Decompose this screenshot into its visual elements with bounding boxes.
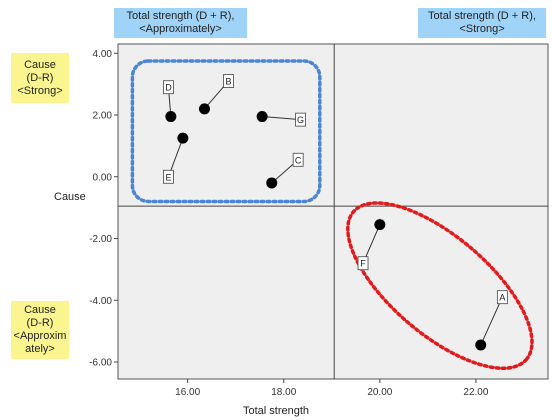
x-tick-label: 18.00 (271, 387, 296, 398)
annotation-total-strength-strong: Total strength (D + R), <Strong> (418, 8, 546, 38)
annotation-cause-strong: Cause (D-R) <Strong> (11, 53, 69, 103)
data-point-c (266, 177, 278, 189)
x-tick-label: 22.00 (463, 387, 488, 398)
plot-area (117, 43, 549, 380)
point-label-box-a (496, 290, 508, 305)
point-label-b: B (225, 77, 231, 87)
y-tick-label: 2.00 (93, 111, 113, 122)
data-point-e (177, 132, 189, 144)
data-point-g (256, 111, 268, 123)
point-label-box-f (357, 256, 369, 271)
point-label-box-e (163, 169, 174, 184)
annotation-cause-approx: Cause (D-R) <Approxim ately> (11, 301, 69, 359)
point-label-box-c (292, 152, 304, 167)
y-tick-label: 4.00 (93, 49, 113, 60)
point-label-box-d (163, 80, 174, 95)
y-tick-label: -2.00 (89, 234, 112, 245)
x-tick-label: 20.00 (367, 387, 392, 398)
leader-line-a (480, 296, 503, 346)
y-axis-title: Cause (54, 191, 86, 203)
point-label-g: G (297, 115, 304, 125)
y-tick-label: -6.00 (89, 358, 112, 369)
point-label-f: F (360, 259, 366, 269)
x-axis-title: Total strength (242, 405, 310, 417)
point-label-d: D (165, 83, 172, 93)
point-label-a: A (499, 293, 505, 303)
y-tick-label: -4.00 (89, 296, 112, 307)
data-point-d (165, 111, 177, 123)
data-point-a (475, 339, 487, 351)
point-label-box-b (223, 74, 234, 88)
data-point-b (198, 103, 210, 115)
group-outline-red (346, 201, 534, 370)
annotation-total-strength-approx: Total strength (D + R), <Approximately> (114, 8, 247, 38)
point-label-e: E (165, 172, 171, 182)
data-point-f (374, 219, 386, 231)
y-tick-label: 0.00 (93, 172, 113, 183)
point-label-box-g (295, 112, 306, 127)
leader-line-g (262, 116, 301, 121)
point-label-c: C (295, 155, 302, 165)
group-outline-blue (130, 59, 322, 204)
x-tick-label: 16.00 (175, 387, 200, 398)
